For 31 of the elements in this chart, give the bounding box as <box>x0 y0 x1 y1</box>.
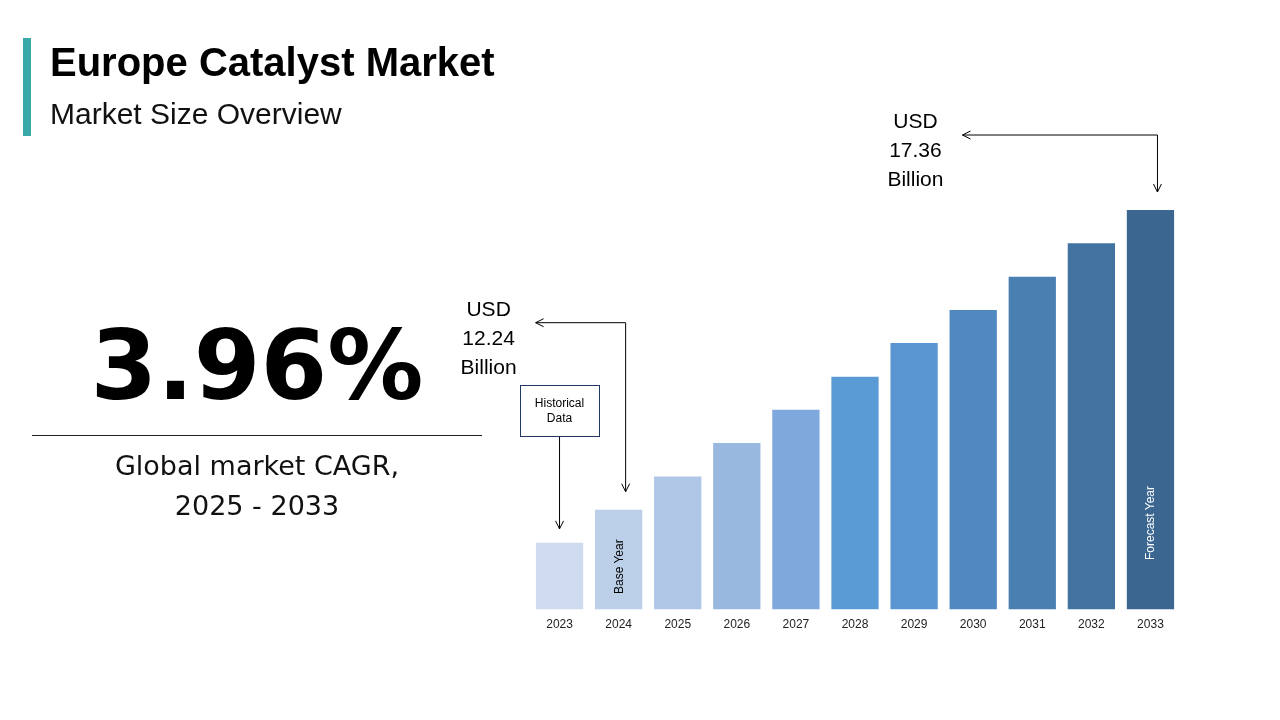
text: Global market CAGR, 2025 - 2033 <box>113 449 401 523</box>
x-tick-label: 2025 <box>664 617 692 632</box>
text: 3.96% <box>90 310 424 422</box>
x-tick-label: 2032 <box>1078 617 1106 632</box>
bar <box>1067 243 1115 610</box>
x-tick-label: 2023 <box>546 617 574 632</box>
bar <box>1008 276 1056 610</box>
bar <box>595 509 643 610</box>
annotation: Historical Data <box>519 384 600 437</box>
bar <box>654 476 702 610</box>
bar <box>713 442 761 610</box>
x-tick-label: 2024 <box>605 617 633 632</box>
x-tick-label: 2031 <box>1018 617 1046 632</box>
x-tick-label: 2033 <box>1137 617 1165 632</box>
text: Market Size Overview <box>50 97 342 131</box>
bar <box>1126 210 1175 610</box>
bar <box>890 343 938 610</box>
bar <box>949 309 997 610</box>
x-tick-label: 2027 <box>782 617 810 632</box>
x-tick-label: 2026 <box>723 617 751 632</box>
bar <box>831 376 879 610</box>
bar <box>772 409 820 610</box>
x-tick-label: 2029 <box>900 617 928 632</box>
chart-title: Europe Catalyst Market <box>50 40 495 85</box>
x-tick-label: 2028 <box>841 617 869 632</box>
annotation: Base Year <box>611 538 626 594</box>
text: USD 12.24 Billion <box>459 295 518 380</box>
x-tick-label: 2030 <box>959 617 987 632</box>
text: USD 17.36 Billion <box>886 107 945 192</box>
bar <box>535 542 584 610</box>
annotation: Forecast Year <box>1143 485 1158 560</box>
